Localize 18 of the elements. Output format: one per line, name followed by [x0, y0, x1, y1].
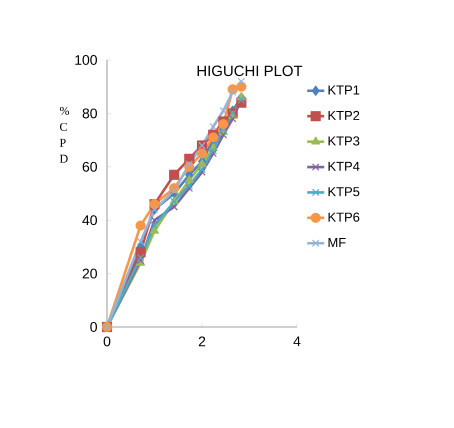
legend-label: KTP3 [328, 136, 360, 146]
legend-label: KTP4 [328, 162, 360, 171]
y-axis-title: % C P D [60, 106, 70, 163]
legend-label: KTP2 [328, 110, 360, 120]
legend-label: KTP1 [328, 86, 360, 94]
legend-label: KTP5 [328, 187, 360, 196]
x-tick-label: 4 [293, 336, 300, 346]
y-tick-label: 0 [90, 322, 97, 332]
x-tick-label: 2 [198, 336, 206, 346]
y-tick-label: 20 [82, 268, 97, 279]
legend-label: KTP6 [328, 212, 360, 222]
y-tick-label: 80 [82, 108, 97, 118]
y-tick-label: 60 [82, 162, 97, 172]
y-tick-label: 100 [75, 55, 97, 65]
chart-title: HIGUCHI PLOT [198, 66, 302, 76]
y-tick-label: 40 [82, 215, 97, 226]
x-tick-label: 0 [104, 336, 110, 346]
legend-label: MF [328, 238, 346, 247]
